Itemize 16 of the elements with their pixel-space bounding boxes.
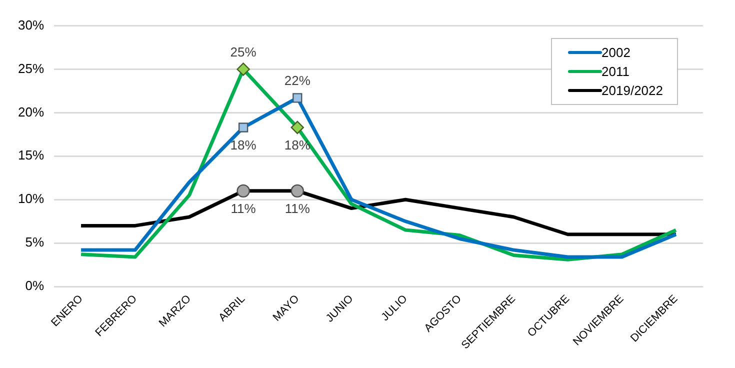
y-tick-label: 0% <box>25 278 44 294</box>
y-tick-label: 5% <box>25 234 44 250</box>
y-tick-label: 20% <box>18 104 44 120</box>
data-label: 22% <box>284 73 311 88</box>
legend-label: 2011 <box>602 64 630 79</box>
data-label: 11% <box>230 201 256 216</box>
y-tick-label: 15% <box>18 148 44 163</box>
data-label: 18% <box>284 138 311 153</box>
data-label: 11% <box>284 201 310 216</box>
legend-label: 2002 <box>602 45 630 60</box>
y-tick-label: 30% <box>18 17 44 32</box>
data-label: 18% <box>230 138 257 153</box>
legend-label: 2019/2022 <box>602 83 663 98</box>
data-label: 25% <box>230 44 257 60</box>
y-tick-label: 25% <box>18 60 44 76</box>
y-tick-label: 10% <box>18 191 44 206</box>
